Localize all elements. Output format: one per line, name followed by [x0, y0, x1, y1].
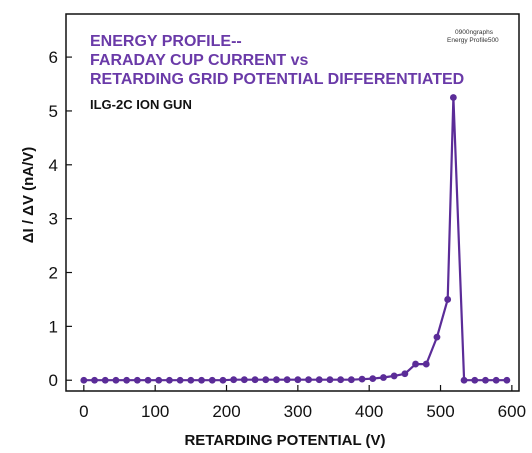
y-axis-label: ΔI / ΔV (nA/V) — [20, 147, 37, 244]
y-axis: 0 1 2 3 4 5 6 — [49, 48, 72, 390]
data-point — [91, 376, 98, 384]
data-series — [80, 94, 511, 384]
data-point — [283, 376, 291, 384]
data-point — [471, 376, 479, 384]
data-point — [208, 376, 216, 384]
y-tick-label: 2 — [49, 264, 58, 283]
chart-title: ENERGY PROFILE-- FARADAY CUP CURRENT vs … — [90, 33, 464, 88]
data-point — [347, 376, 355, 384]
data-point — [492, 376, 500, 384]
data-point — [449, 94, 457, 101]
data-point — [133, 376, 141, 384]
x-axis-label: RETARDING POTENTIAL (V) — [184, 432, 385, 449]
data-point — [401, 370, 409, 378]
data-point — [112, 376, 120, 384]
data-point — [219, 376, 227, 384]
data-point — [433, 333, 441, 341]
data-point — [326, 376, 334, 384]
data-point — [390, 372, 398, 380]
data-point — [273, 376, 280, 384]
data-point — [315, 376, 323, 384]
data-point — [380, 374, 387, 381]
x-tick-label: 100 — [141, 402, 169, 421]
title-line-1: ENERGY PROFILE-- — [90, 33, 242, 50]
data-point — [80, 376, 88, 384]
x-tick-label: 500 — [426, 402, 454, 421]
graph-note-line-2: Energy Profile500 — [447, 37, 499, 44]
title-line-2: FARADAY CUP CURRENT vs — [90, 52, 309, 69]
data-point — [198, 376, 205, 384]
data-point — [337, 376, 345, 384]
data-point — [482, 376, 489, 384]
data-point — [123, 376, 131, 384]
y-tick-label: 1 — [49, 317, 58, 336]
data-point — [187, 376, 195, 384]
data-point — [230, 376, 238, 384]
data-point — [101, 376, 109, 384]
data-point — [240, 376, 248, 384]
y-tick-label: 4 — [49, 156, 58, 175]
title-line-3: RETARDING GRID POTENTIAL DIFFERENTIATED — [90, 71, 464, 88]
data-point — [166, 376, 173, 384]
data-point — [503, 376, 511, 384]
data-point — [369, 375, 377, 383]
x-tick-label: 200 — [212, 402, 240, 421]
data-point — [412, 360, 419, 368]
x-tick-label: 400 — [355, 402, 383, 421]
data-point — [444, 296, 452, 303]
y-tick-label: 5 — [49, 102, 58, 121]
y-tick-label: 0 — [49, 371, 58, 390]
data-point — [262, 376, 270, 384]
y-tick-label: 6 — [49, 48, 58, 67]
chart-subtitle: ILG-2C ION GUN — [90, 97, 192, 112]
plot-area-frame — [65, 13, 520, 392]
data-point — [144, 376, 152, 384]
x-tick-label: 0 — [79, 402, 88, 421]
data-point — [155, 376, 163, 384]
data-point — [294, 376, 302, 384]
y-tick-label: 3 — [49, 210, 58, 229]
x-tick-label: 300 — [284, 402, 312, 421]
data-point — [176, 376, 184, 384]
data-point — [358, 375, 366, 383]
data-point — [460, 376, 468, 384]
graph-note-line-1: 0900ngraphs — [455, 29, 494, 36]
x-tick-label: 600 — [498, 402, 526, 421]
x-axis: 0 100 200 300 400 500 600 — [79, 385, 526, 421]
data-point — [422, 360, 430, 368]
data-point — [251, 376, 259, 384]
data-point — [305, 376, 312, 384]
